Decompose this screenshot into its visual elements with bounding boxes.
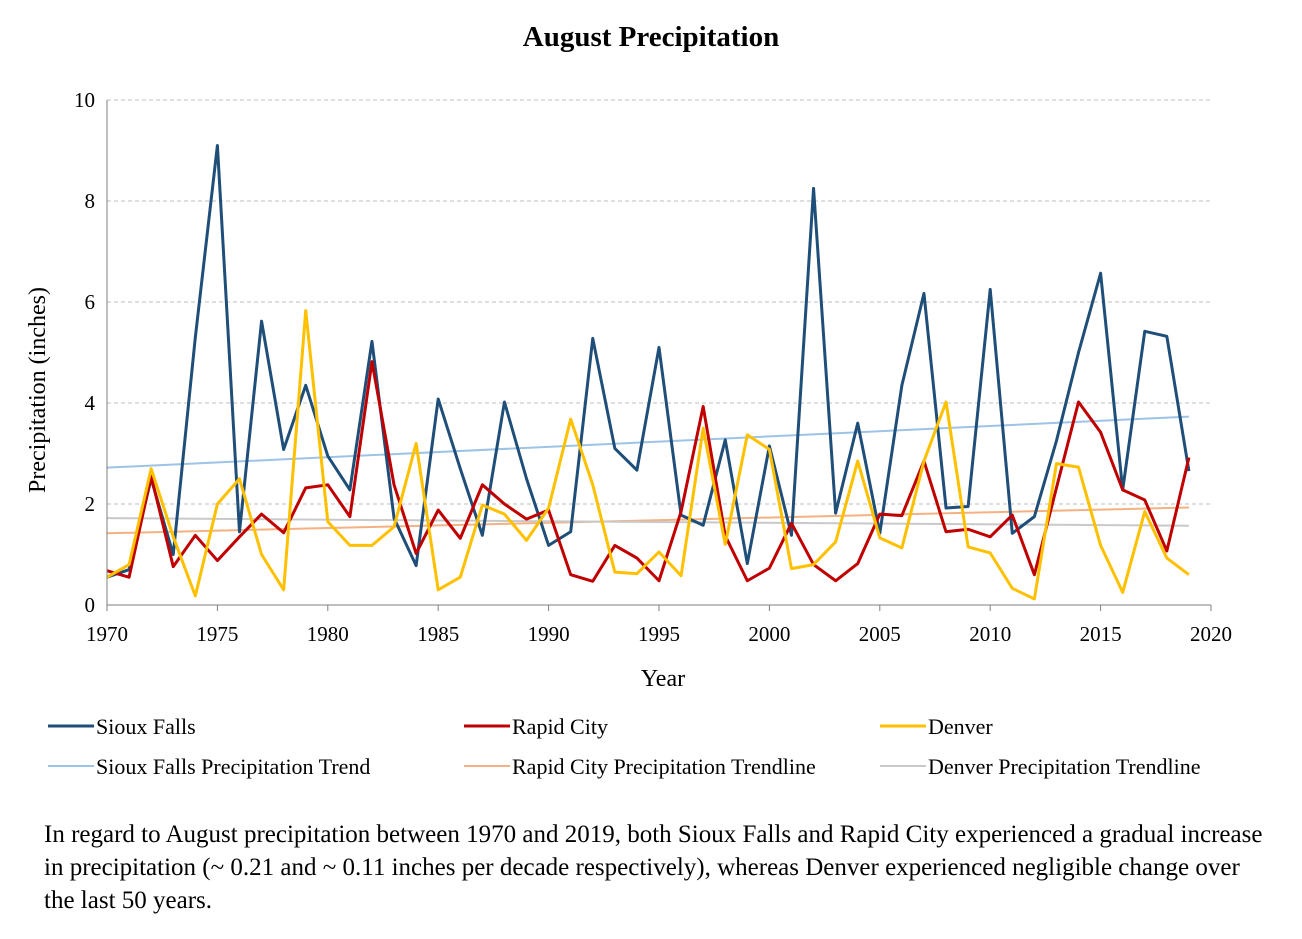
series-line-denver [106,309,1190,601]
x-tick-label: 1970 [86,622,128,646]
x-tick-label: 1990 [528,622,570,646]
y-tick-label: 0 [85,593,96,617]
chart: August Precipitation 0 2 4 6 8 10 1970 1975 1980… [25,21,1232,779]
y-axis-title: Precipitation (inches) [25,287,51,493]
x-tick-label: 2000 [748,622,790,646]
y-tick-label: 6 [85,290,96,314]
x-tick-label: 1995 [638,622,680,646]
x-tick-label: 2005 [859,622,901,646]
legend: Sioux Falls Rapid City Denver Sioux Falls P… [48,714,1201,779]
x-tick-label: 1985 [417,622,459,646]
y-tick-label: 8 [85,189,96,213]
series-line-sioux-falls [106,143,1191,579]
chart-title: August Precipitation [523,21,779,53]
y-tick-label: 2 [85,492,96,516]
legend-label: Denver Precipitation Trendline [928,754,1201,779]
y-tick-label: 4 [85,391,96,415]
legend-label: Rapid City [512,714,608,739]
grid [107,99,1211,505]
series-line-denver-precipitation-trendline [106,517,1189,527]
x-tick-label: 1980 [307,622,349,646]
legend-label: Sioux Falls Precipitation Trend [96,754,370,779]
x-tick-label: 2010 [969,622,1011,646]
legend-label: Sioux Falls [96,714,196,739]
series-line-sioux-falls-precipitation-trend [106,415,1189,469]
series-layer [106,143,1191,601]
x-tick-label: 2020 [1190,622,1232,646]
x-axis-title: Year [641,666,685,692]
legend-label: Rapid City Precipitation Trendline [512,754,816,779]
legend-label: Denver [928,714,993,739]
x-tick-label: 1975 [196,622,238,646]
x-tick-label: 2015 [1080,622,1122,646]
y-tick-label: 10 [74,88,95,112]
caption-text: In regard to August precipitation betwee… [44,821,1263,914]
series-line-rapid-city [106,360,1191,583]
axes: 0 2 4 6 8 10 1970 1975 1980 1985 1990 1995 2000 2005 2… [74,88,1232,646]
